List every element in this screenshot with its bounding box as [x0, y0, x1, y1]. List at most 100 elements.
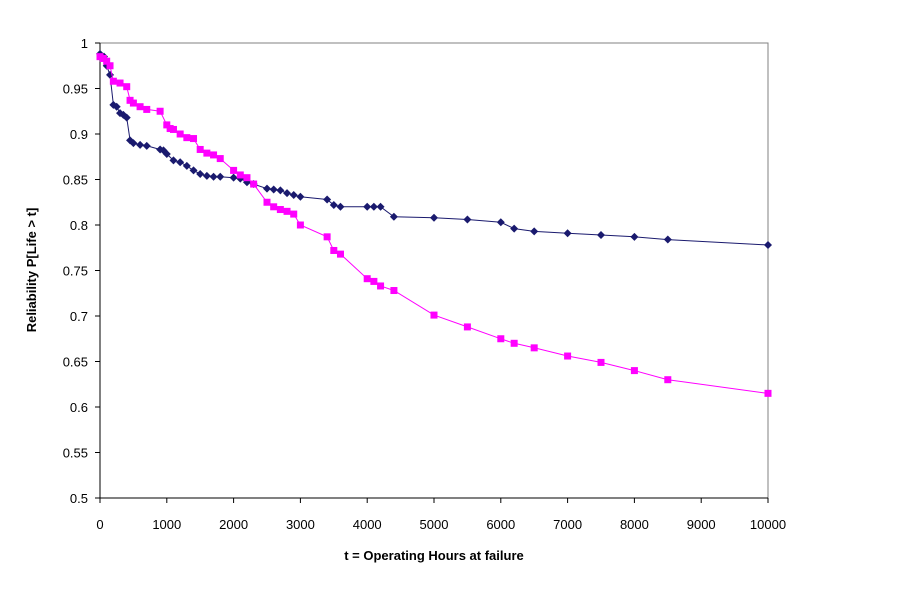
series-2-point	[250, 180, 258, 188]
series-1-point	[630, 232, 639, 241]
y-tick-label: 0.9	[70, 127, 88, 142]
series-2-point	[230, 166, 238, 174]
series-1-point	[336, 202, 345, 211]
series-2-point	[156, 107, 164, 115]
series-2-point	[290, 210, 298, 218]
series-1-point	[122, 113, 131, 122]
series-2-point	[497, 335, 505, 343]
x-axis-title: t = Operating Hours at failure	[344, 548, 524, 563]
x-tick-label: 3000	[286, 517, 315, 532]
series-2-point	[370, 277, 378, 285]
series-1-point	[176, 158, 185, 167]
y-tick-label: 0.95	[63, 82, 88, 97]
series-2-point	[764, 389, 772, 397]
series-1-point	[229, 173, 238, 182]
series-1-point	[112, 102, 121, 111]
y-tick-label: 0.85	[63, 173, 88, 188]
series-2-point	[564, 352, 572, 360]
series-1-point	[764, 241, 772, 250]
series-1-point	[189, 166, 198, 175]
series-1-point	[162, 150, 171, 159]
series-2-point	[597, 358, 605, 366]
series-1-point	[510, 224, 519, 233]
series-2-point	[243, 174, 251, 182]
series-2-point	[510, 339, 518, 347]
y-tick-label: 0.6	[70, 400, 88, 415]
series-1-point	[169, 156, 178, 165]
series-2-point	[664, 376, 672, 384]
series-1-point	[389, 212, 398, 221]
series-2-point	[109, 77, 117, 85]
series-2-point	[203, 149, 211, 157]
series-2-point	[129, 99, 137, 107]
series-1-point	[196, 170, 205, 179]
series-1-point	[363, 202, 372, 211]
series-2-point	[270, 203, 278, 211]
series-1-point	[530, 227, 539, 236]
series-2-point	[276, 206, 284, 214]
series-2-point	[136, 103, 144, 111]
series-1-point	[376, 202, 385, 211]
series-2-point	[236, 171, 244, 179]
y-tick-label: 0.75	[63, 264, 88, 279]
series-2-point	[196, 145, 204, 153]
series-2-point	[323, 233, 331, 241]
series-1-point	[263, 184, 271, 193]
x-axis: 0 1000 2000 3000 4000 5000 6000 7000 8000 9000 100…	[96, 497, 786, 532]
x-tick-label: 4000	[353, 517, 382, 532]
series-2-point	[103, 57, 111, 65]
y-tick-label: 0.65	[63, 355, 88, 370]
y-axis: 0.5 0.55 0.6 0.65 0.7 0.75 0.8 0.85 0.9 0.95 1	[63, 36, 101, 506]
series-2-point	[363, 275, 371, 283]
series-1-point	[563, 229, 572, 238]
series-2-point	[123, 83, 131, 91]
series-2-point	[106, 62, 114, 70]
series-1-point	[276, 186, 285, 195]
series-1-point	[216, 172, 225, 181]
x-tick-label: 1000	[152, 517, 181, 532]
x-tick-label: 2000	[219, 517, 248, 532]
x-tick-label: 6000	[486, 517, 515, 532]
x-tick-label: 9000	[687, 517, 716, 532]
series-2-point	[630, 367, 638, 375]
series-2-point	[190, 135, 198, 143]
series-2-point	[330, 246, 338, 254]
series-1-point	[663, 235, 672, 244]
series-1-point	[496, 218, 505, 227]
series-1-point	[323, 195, 332, 204]
y-tick-label: 0.55	[63, 446, 88, 461]
x-tick-label: 10000	[750, 517, 786, 532]
series-2-point	[183, 134, 191, 142]
series-layer	[96, 49, 772, 397]
series-2-point	[390, 287, 398, 295]
series-2-point	[283, 207, 291, 215]
series-1-point	[182, 161, 191, 170]
series-1-point	[430, 213, 438, 222]
series-2-point	[210, 151, 218, 159]
y-tick-label: 0.7	[70, 309, 88, 324]
y-tick-label: 1	[81, 36, 88, 51]
series-1-point	[269, 185, 278, 194]
series-2-point	[176, 130, 184, 138]
series-2-point	[216, 155, 224, 163]
series-2-point	[116, 79, 124, 87]
series-2-point	[169, 125, 177, 133]
series-1-point	[129, 139, 138, 148]
x-tick-label: 5000	[420, 517, 449, 532]
series-1-point	[136, 140, 145, 149]
series-1-point	[209, 172, 218, 181]
series-1-point	[463, 215, 472, 224]
series-1-point	[329, 200, 338, 209]
series-2-point	[263, 198, 271, 206]
series-2-point	[530, 344, 538, 352]
series-2-point	[163, 121, 171, 129]
series-1-point	[369, 202, 378, 211]
y-tick-label: 0.8	[70, 218, 88, 233]
series-1-point	[142, 141, 151, 150]
series-2-point	[336, 250, 344, 258]
series-2-point	[377, 282, 385, 290]
series-1-point	[296, 192, 305, 201]
y-axis-title: Reliability P[Life > t]	[24, 208, 39, 333]
series-2-point	[430, 311, 438, 319]
